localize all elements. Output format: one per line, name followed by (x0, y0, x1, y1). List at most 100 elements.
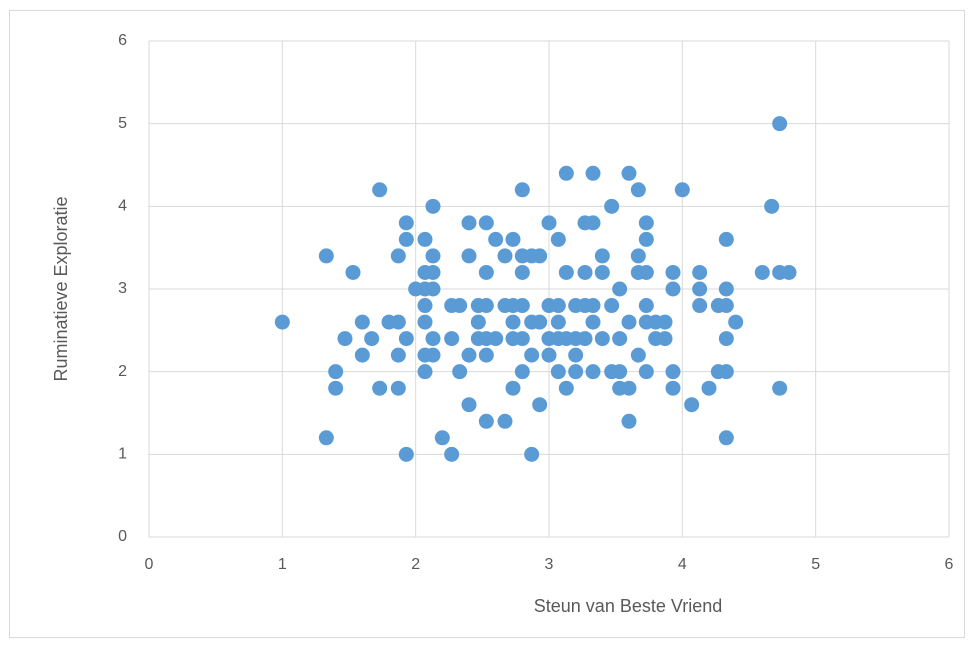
point (514, 264, 530, 280)
point (638, 364, 654, 380)
point (718, 298, 734, 314)
point (461, 248, 477, 264)
point (372, 380, 388, 396)
point (434, 430, 450, 446)
point (354, 347, 370, 363)
point (470, 314, 486, 330)
point (701, 380, 717, 396)
point (638, 231, 654, 247)
point (585, 165, 601, 181)
y-tick-label: 2 (118, 363, 127, 380)
point (568, 364, 584, 380)
point (541, 215, 557, 231)
point (550, 298, 566, 314)
point (398, 331, 414, 347)
point (550, 314, 566, 330)
y-tick-label: 6 (118, 32, 127, 49)
point (488, 231, 504, 247)
point (478, 215, 494, 231)
point (532, 397, 548, 413)
point (398, 446, 414, 462)
point (612, 364, 628, 380)
point (604, 198, 620, 214)
point (665, 380, 681, 396)
point (444, 331, 460, 347)
point (630, 347, 646, 363)
point (657, 331, 673, 347)
point (514, 298, 530, 314)
point (684, 397, 700, 413)
point (630, 248, 646, 264)
point (612, 281, 628, 297)
point (318, 248, 334, 264)
point (558, 264, 574, 280)
x-tick-label: 2 (411, 556, 420, 573)
point (425, 331, 441, 347)
point (585, 298, 601, 314)
point (398, 231, 414, 247)
point (364, 331, 380, 347)
point (585, 215, 601, 231)
y-tick-label: 0 (118, 528, 127, 545)
point (390, 314, 406, 330)
point (425, 281, 441, 297)
point (452, 298, 468, 314)
point (568, 347, 584, 363)
point (478, 298, 494, 314)
point (604, 298, 620, 314)
point (621, 380, 637, 396)
point (514, 182, 530, 198)
point (497, 413, 513, 429)
point (328, 364, 344, 380)
point (514, 364, 530, 380)
point (594, 331, 610, 347)
point (390, 347, 406, 363)
point (345, 264, 361, 280)
point (577, 264, 593, 280)
point (692, 298, 708, 314)
point (558, 380, 574, 396)
point (497, 248, 513, 264)
point (372, 182, 388, 198)
point (417, 314, 433, 330)
point (524, 347, 540, 363)
point (478, 413, 494, 429)
point (764, 198, 780, 214)
point (585, 314, 601, 330)
point (718, 430, 734, 446)
point (478, 264, 494, 280)
point (318, 430, 334, 446)
point (718, 281, 734, 297)
x-axis-label: Steun van Beste Vriend (534, 596, 722, 616)
point (328, 380, 344, 396)
x-tick-label: 1 (278, 556, 287, 573)
point (612, 331, 628, 347)
point (638, 264, 654, 280)
point (505, 380, 521, 396)
point (398, 215, 414, 231)
point (630, 182, 646, 198)
point (461, 215, 477, 231)
x-tick-label: 6 (945, 556, 954, 573)
point (665, 364, 681, 380)
point (524, 446, 540, 462)
point (781, 264, 797, 280)
point (692, 264, 708, 280)
y-tick-label: 1 (118, 446, 127, 463)
point (417, 298, 433, 314)
point (425, 248, 441, 264)
point (718, 331, 734, 347)
y-tick-label: 3 (118, 280, 127, 297)
point (638, 215, 654, 231)
point (274, 314, 290, 330)
point (718, 364, 734, 380)
point (754, 264, 770, 280)
point (478, 347, 494, 363)
point (417, 231, 433, 247)
x-tick-label: 0 (145, 556, 154, 573)
point (425, 198, 441, 214)
point (772, 380, 788, 396)
point (558, 165, 574, 181)
x-tick-label: 4 (678, 556, 687, 573)
